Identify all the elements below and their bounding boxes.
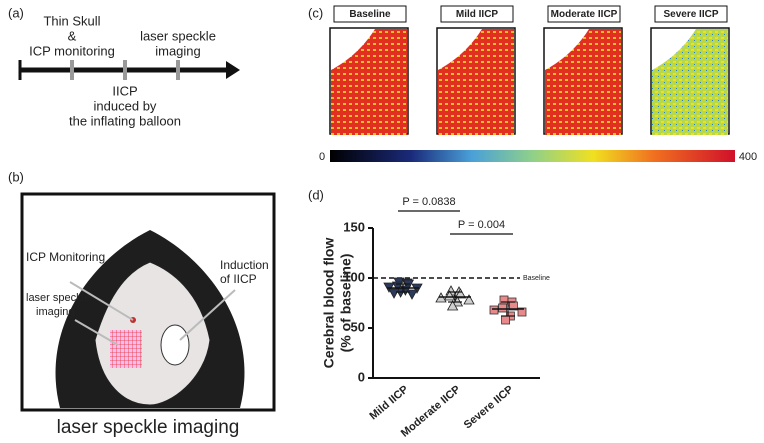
annotation: ICP Monitoring	[26, 250, 105, 264]
image-title: Severe IICP	[663, 9, 718, 20]
point	[499, 295, 509, 305]
point	[463, 294, 475, 305]
event-label: ICP monitoring	[29, 43, 115, 58]
image-title-box	[654, 5, 728, 23]
panel-c: (c)	[308, 5, 735, 162]
error-bar	[448, 291, 462, 303]
panel-b: (b)	[8, 169, 276, 412]
blood-flow-map	[331, 29, 407, 135]
colorbar	[330, 150, 735, 162]
blood-flow-map	[438, 29, 514, 135]
y-tick-label: 50	[351, 319, 365, 334]
point	[454, 288, 467, 299]
arrow	[179, 289, 236, 341]
panel-label: (b)	[8, 169, 24, 184]
point	[489, 305, 499, 315]
panel-label: (d)	[308, 187, 324, 202]
annotation: laser speckle	[26, 292, 90, 304]
point	[406, 289, 418, 300]
image-title-box	[333, 5, 407, 23]
y-tick-label: 150	[343, 219, 365, 234]
y-axis-label: (% of baseline)	[338, 254, 354, 353]
image-title-box	[547, 5, 621, 23]
panel-label: (a)	[8, 5, 24, 20]
point	[388, 288, 400, 299]
point	[517, 307, 527, 317]
event-label: laser speckle	[140, 28, 216, 43]
annotation: of IICP	[220, 272, 257, 286]
caption: laser speckle imaging	[57, 417, 240, 438]
blood-flow-map	[652, 29, 728, 135]
error-bar	[501, 301, 515, 317]
event-label: imaging	[155, 43, 201, 58]
colorbar-min: 0	[319, 151, 325, 163]
point	[498, 303, 508, 313]
x-tick-label: Severe IICP	[462, 383, 516, 431]
point	[501, 315, 511, 325]
arrow	[69, 281, 134, 321]
skull	[94, 261, 211, 406]
p-value: P = 0.0838	[402, 196, 455, 208]
event-label: IICP	[112, 83, 137, 98]
blood-flow-map	[545, 29, 621, 135]
annotation: imaging	[36, 306, 75, 318]
image-title-box	[440, 5, 514, 23]
arrow	[74, 319, 119, 346]
balloon	[160, 324, 190, 366]
y-tick-label: 0	[358, 369, 365, 384]
panel-label: (c)	[308, 5, 323, 20]
p-value: P = 0.004	[458, 219, 505, 231]
x-tick-label: Mild IICP	[367, 383, 410, 422]
timeline-arrow	[226, 61, 240, 79]
colorbar-max: 400	[739, 151, 757, 163]
event-label: induced by	[94, 98, 157, 113]
imaging-window	[110, 330, 142, 368]
baseline-label: Baseline	[523, 275, 550, 282]
y-tick-label: 100	[343, 269, 365, 284]
event-label: the inflating balloon	[69, 113, 181, 128]
event-label: &	[68, 28, 77, 43]
y-axis-label: Cerebral blood flow	[321, 238, 337, 369]
event-label: Thin Skull	[43, 13, 100, 28]
image-title: Baseline	[349, 9, 391, 20]
annotation: Induction	[220, 258, 269, 272]
image-title: Moderate IICP	[551, 9, 618, 20]
point	[446, 300, 459, 311]
panel-d: (d)	[308, 187, 324, 202]
error-bar	[396, 283, 410, 293]
image-title: Mild IICP	[456, 9, 499, 20]
